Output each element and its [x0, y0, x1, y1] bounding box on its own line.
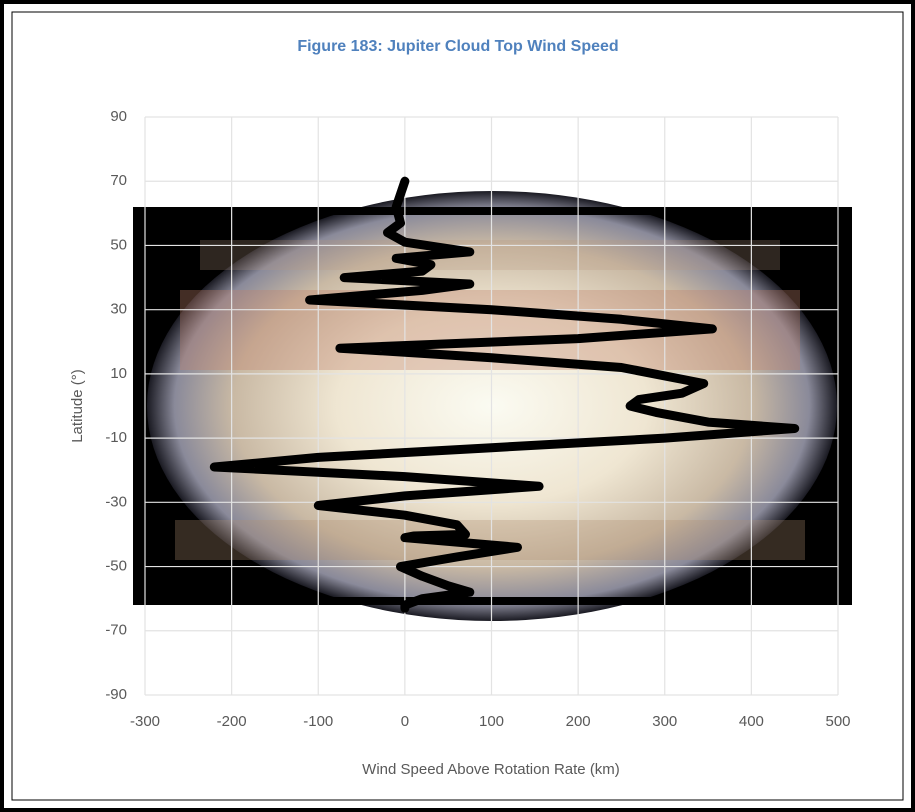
y-tick-label: -70 [105, 622, 127, 639]
y-tick-label: -50 [105, 558, 127, 575]
x-tick-label: 500 [825, 713, 850, 730]
x-tick-label: 300 [652, 713, 677, 730]
y-tick-label: 50 [110, 236, 127, 253]
x-tick-label: 100 [479, 713, 504, 730]
jupiter-image [133, 191, 852, 621]
y-tick-label: -30 [105, 493, 127, 510]
x-tick-label: 200 [566, 713, 591, 730]
y-tick-label: 10 [110, 365, 127, 382]
x-tick-label: 400 [739, 713, 764, 730]
y-tick-label: 30 [110, 301, 127, 318]
y-tick-label: -90 [105, 686, 127, 703]
x-axis-title: Wind Speed Above Rotation Rate (km) [362, 761, 620, 778]
x-tick-label: -100 [303, 713, 333, 730]
chart-title: Figure 183: Jupiter Cloud Top Wind Speed [297, 38, 618, 55]
y-axis-title: Latitude (°) [69, 369, 86, 443]
inner-frame [11, 11, 904, 801]
y-tick-label: 70 [110, 172, 127, 189]
x-tick-label: 0 [401, 713, 409, 730]
y-tick-label: 90 [110, 108, 127, 125]
x-tick-label: -300 [130, 713, 160, 730]
image-edge [133, 207, 852, 605]
x-tick-label: -200 [217, 713, 247, 730]
data-line [209, 176, 800, 613]
planet-band [200, 240, 780, 270]
y-tick-label: -10 [105, 429, 127, 446]
